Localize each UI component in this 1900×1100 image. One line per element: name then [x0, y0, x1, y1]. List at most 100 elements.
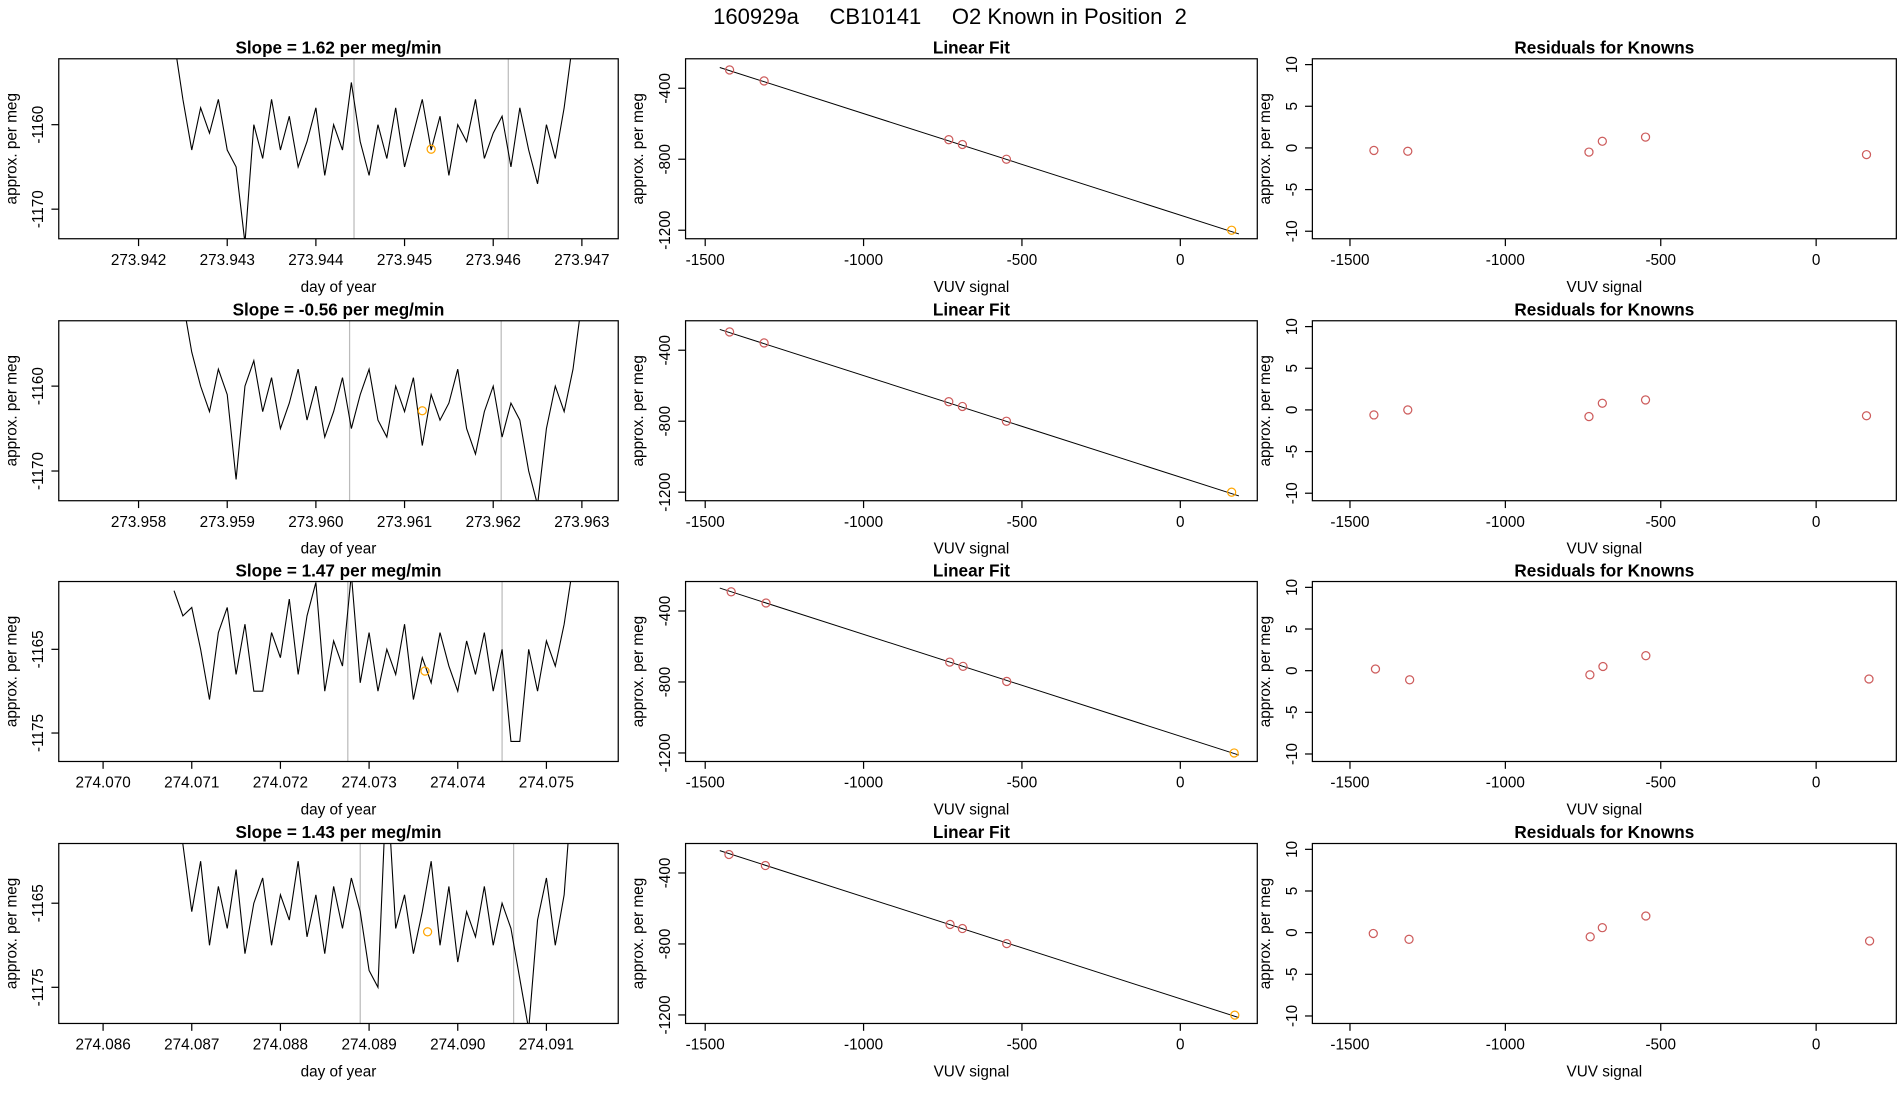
y-tick-label: -5 — [1284, 445, 1301, 459]
point — [1640, 395, 1651, 405]
y-axis-label: approx. per meg — [3, 93, 20, 204]
y-axis-label: approx. per meg — [3, 355, 20, 466]
x-tick-label: 274.089 — [341, 1037, 396, 1054]
point — [1641, 651, 1651, 661]
x-tick-label: -1000 — [1486, 1037, 1525, 1054]
y-tick-label: -1200 — [657, 211, 674, 250]
plot-area — [719, 65, 1240, 235]
point — [1403, 405, 1413, 415]
point — [417, 406, 427, 416]
plot-frame — [1311, 58, 1897, 240]
x-axis-label: day of year — [301, 802, 377, 819]
panel-title: Slope = -0.56 per meg/min — [233, 300, 445, 320]
x-tick-label: -1000 — [1486, 775, 1525, 792]
y-tick-label: -1175 — [30, 714, 47, 752]
x-tick-label: 273.947 — [554, 252, 609, 269]
y-tick-label: -1175 — [30, 968, 47, 1006]
point — [724, 65, 735, 75]
y-tick-label: 0 — [1284, 406, 1301, 415]
signal-line — [176, 58, 572, 239]
x-tick-label: 274.087 — [164, 1037, 219, 1054]
x-tick-label: 273.945 — [377, 252, 432, 269]
x-tick-label: 0 — [1176, 775, 1185, 792]
point — [420, 666, 430, 676]
x-axis-label: VUV signal — [1567, 802, 1643, 819]
x-tick-label: 0 — [1812, 514, 1821, 531]
point — [1864, 674, 1874, 684]
y-tick-label: -800 — [657, 144, 674, 175]
point — [1229, 748, 1239, 758]
panel: Residuals for Knowns VUV signal approx. pe… — [1257, 560, 1897, 819]
x-axis-label: day of year — [301, 1063, 377, 1080]
x-tick-label: -1500 — [1330, 775, 1369, 792]
x-tick-label: -500 — [1645, 1037, 1676, 1054]
fit-line — [719, 587, 1240, 756]
plot-frame — [1311, 320, 1897, 502]
plot-frame — [684, 842, 1258, 1025]
point — [1403, 146, 1413, 156]
x-tick-label: 274.071 — [164, 775, 219, 792]
panel: Residuals for Knowns VUV signal approx. pe… — [1257, 300, 1897, 558]
y-tick-label: 10 — [1284, 579, 1301, 596]
plot-area — [1370, 651, 1874, 685]
x-tick-label: 274.072 — [253, 775, 308, 792]
signal-line — [173, 581, 572, 742]
x-tick-label: -500 — [1007, 775, 1038, 792]
y-tick-label: -800 — [657, 667, 674, 698]
x-tick-label: -1500 — [1330, 252, 1369, 269]
panel-title: Slope = 1.43 per meg/min — [235, 822, 441, 842]
plot-frame — [58, 580, 619, 763]
x-tick-label: -1000 — [1486, 252, 1525, 269]
panel: Linear Fit VUV signal approx. per meg -1500… — [630, 560, 1258, 819]
x-tick-label: -1000 — [844, 775, 883, 792]
plot-area — [176, 58, 572, 239]
fit-line — [719, 850, 1240, 1019]
plot-area — [182, 843, 569, 1024]
y-tick-label: -1200 — [657, 733, 674, 772]
panel-title: Residuals for Knowns — [1514, 38, 1694, 58]
y-tick-label: -5 — [1284, 183, 1301, 197]
plot-frame — [58, 842, 619, 1025]
y-tick-label: 5 — [1284, 625, 1301, 634]
panel: Linear Fit VUV signal approx. per meg -1500… — [630, 38, 1258, 296]
x-tick-label: -1000 — [844, 252, 883, 269]
panel: Residuals for Knowns VUV signal approx. pe… — [1257, 822, 1897, 1080]
y-axis-label: approx. per meg — [1257, 616, 1274, 727]
point — [1585, 932, 1595, 942]
y-tick-label: -10 — [1284, 1005, 1301, 1027]
y-tick-label: -5 — [1284, 968, 1301, 982]
point — [1001, 416, 1012, 426]
fit-line — [719, 328, 1240, 497]
y-tick-label: 5 — [1284, 364, 1301, 373]
panel-title: Linear Fit — [933, 560, 1010, 580]
x-tick-label: -1500 — [1330, 514, 1369, 531]
panel: Residuals for Knowns VUV signal approx. pe… — [1257, 38, 1897, 296]
plot-area — [1369, 395, 1872, 422]
x-tick-label: 273.946 — [466, 252, 521, 269]
plot-frame — [684, 320, 1258, 502]
x-tick-label: 273.944 — [288, 252, 344, 269]
plot-frame — [58, 58, 619, 240]
point — [1001, 154, 1012, 164]
point — [1585, 670, 1595, 680]
y-axis-label: approx. per meg — [3, 878, 20, 989]
plot-area — [1369, 132, 1872, 160]
point — [426, 144, 436, 154]
panel: Linear Fit VUV signal approx. per meg -1500… — [630, 822, 1258, 1080]
point — [760, 860, 771, 871]
point — [1640, 132, 1651, 142]
plot-area — [1368, 911, 1875, 946]
x-tick-label: -1500 — [686, 775, 725, 792]
point — [1368, 928, 1378, 939]
y-tick-label: 0 — [1284, 666, 1301, 675]
x-axis-label: day of year — [301, 279, 377, 296]
x-tick-label: -1000 — [844, 514, 883, 531]
y-tick-label: -1170 — [30, 452, 47, 490]
point — [759, 338, 769, 348]
y-tick-label: 5 — [1284, 887, 1301, 896]
x-tick-label: -500 — [1007, 252, 1038, 269]
point — [1369, 410, 1379, 420]
point — [957, 923, 968, 934]
y-tick-label: -1200 — [657, 473, 674, 512]
x-tick-label: 274.075 — [519, 775, 574, 792]
